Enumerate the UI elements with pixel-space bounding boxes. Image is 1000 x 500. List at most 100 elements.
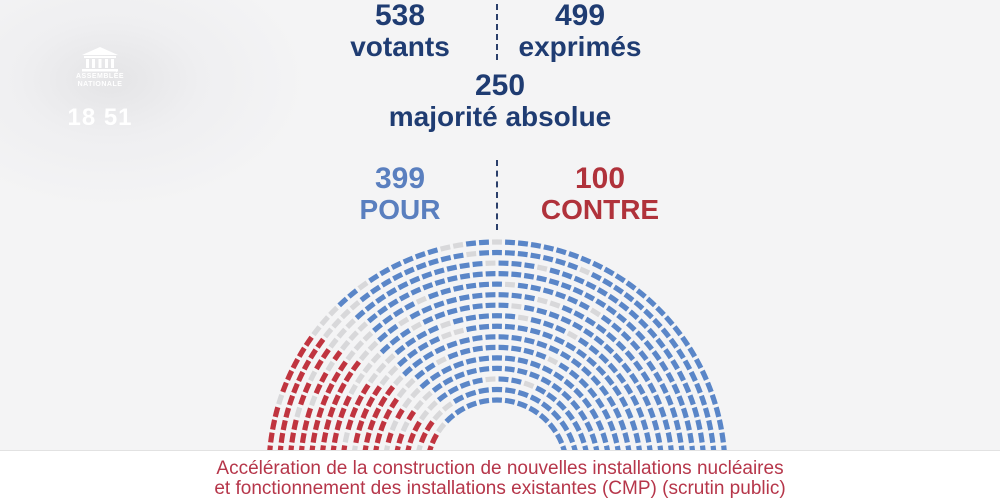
seat-pour — [427, 291, 439, 300]
seat-abstention — [331, 317, 342, 329]
seat-contre — [338, 360, 348, 372]
seat-contre — [283, 407, 292, 419]
seat-pour — [629, 420, 638, 432]
seat-abstention — [432, 409, 444, 421]
seat-pour — [472, 260, 483, 268]
seat-contre — [278, 432, 286, 444]
seat-pour — [472, 335, 483, 342]
seat-abstention — [436, 422, 447, 434]
scrutin-title-line2: et fonctionnement des installations exis… — [214, 478, 786, 499]
seat-pour — [535, 385, 547, 395]
seat-contre — [372, 407, 382, 419]
seat-pour — [553, 336, 565, 346]
seat-pour — [454, 371, 466, 380]
seat-pour — [542, 287, 554, 296]
seat-pour — [543, 244, 555, 252]
seat-pour — [560, 282, 572, 291]
seat-abstention — [439, 244, 451, 252]
seat-abstention — [410, 321, 423, 331]
seat-pour — [414, 251, 426, 260]
seat-pour — [647, 382, 657, 394]
seat-abstention — [452, 241, 464, 249]
seat-pour — [392, 272, 404, 282]
seat-contre — [321, 431, 329, 443]
seat-contre — [286, 394, 296, 406]
seat-pour — [561, 304, 573, 314]
seat-pour — [504, 323, 516, 330]
seat-pour — [472, 292, 483, 299]
seat-pour — [516, 400, 528, 410]
seat-pour — [465, 314, 477, 322]
seat-abstention — [440, 331, 452, 340]
seat-abstention — [547, 356, 559, 366]
seat-contre — [299, 432, 307, 444]
seat-pour — [568, 251, 580, 260]
seat-pour — [516, 367, 528, 376]
seat-pour — [529, 327, 541, 336]
seat-contre — [285, 369, 295, 381]
seat-contre — [342, 395, 352, 407]
seat-pour — [598, 353, 610, 364]
seat-contre — [367, 419, 376, 431]
seat-pour — [442, 376, 454, 386]
seat-contre — [406, 410, 417, 422]
seat-pour — [542, 320, 555, 329]
seat-pour — [576, 348, 588, 359]
seat-pour — [405, 337, 417, 348]
seat-pour — [555, 247, 567, 256]
seat-pour — [586, 356, 597, 367]
seat-pour — [427, 247, 439, 256]
seat-contre — [383, 408, 393, 420]
seat-pour — [618, 396, 629, 408]
seat-contre — [395, 408, 405, 420]
seat-pour — [465, 282, 477, 290]
seat-pour — [590, 375, 601, 386]
seat-abstention — [439, 320, 452, 329]
seat-pour — [630, 394, 640, 407]
seat-pour — [529, 360, 541, 369]
seat-pour — [536, 340, 548, 349]
seat-abstention — [348, 383, 358, 396]
seat-pour — [479, 366, 490, 373]
seat-contre — [320, 394, 329, 406]
seat-pour — [601, 408, 611, 420]
seat-pour — [379, 343, 391, 355]
seat-pour — [472, 303, 483, 310]
seat-pour — [612, 385, 622, 397]
seat-contre — [308, 348, 318, 360]
seat-pour — [588, 344, 600, 356]
seat-contre — [280, 381, 289, 393]
seat-pour — [624, 407, 634, 420]
seat-contre — [418, 431, 428, 444]
seat-pour — [530, 241, 542, 249]
seat-pour — [372, 322, 383, 333]
seat-pour — [517, 325, 529, 333]
seat-pour — [559, 420, 570, 432]
seat-pour — [465, 240, 477, 247]
seat-pour — [572, 286, 584, 296]
votants-label: votants — [350, 31, 450, 62]
seat-pour — [359, 292, 371, 303]
seat-pour — [565, 341, 577, 352]
seat-pour — [429, 336, 441, 346]
scrutin-title-line1: Accélération de la construction de nouve… — [216, 458, 784, 479]
seat-contre — [305, 407, 314, 419]
seat-pour — [563, 378, 575, 390]
seat-abstention — [400, 421, 410, 433]
seat-abstention — [319, 315, 330, 327]
seat-pour — [523, 337, 535, 345]
seat-pour — [643, 339, 654, 351]
seat-pour — [635, 330, 646, 342]
seat-abstention — [517, 314, 529, 322]
seat-pour — [478, 397, 490, 405]
seat-pour — [676, 432, 684, 443]
seat-pour — [458, 294, 470, 302]
seat-contre — [316, 407, 325, 419]
seat-pour — [705, 381, 714, 393]
seat-pour — [389, 335, 401, 346]
seat-pour — [581, 366, 592, 377]
exprimes-label: exprimés — [518, 31, 642, 62]
exprimes-value: 499 — [554, 0, 606, 32]
seat-pour — [566, 431, 576, 444]
seat-pour — [409, 275, 421, 285]
